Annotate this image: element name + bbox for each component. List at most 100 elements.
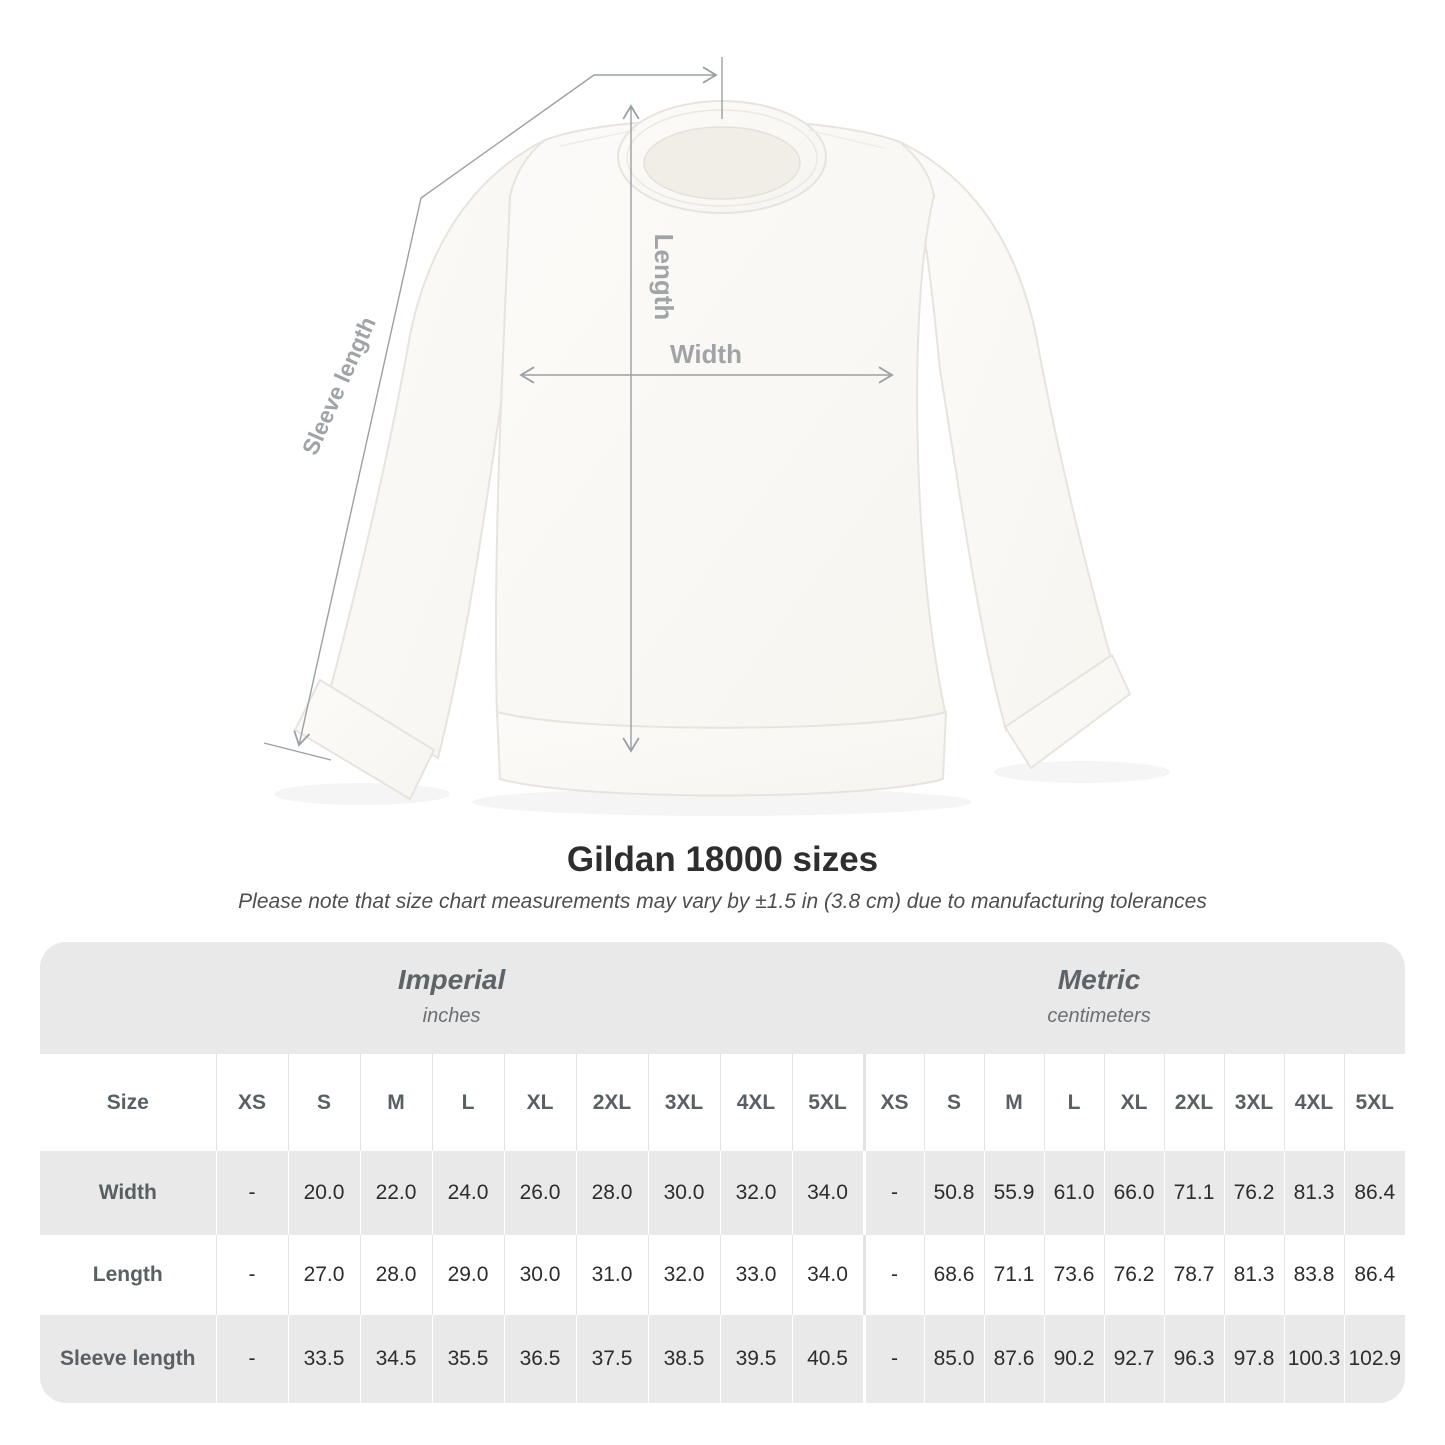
size-value-cell: 30.0 [647,1151,720,1235]
size-value-cell: - [215,1315,288,1403]
size-value-cell: 85.0 [923,1315,984,1403]
size-col-header: XS [862,1054,924,1151]
size-chart-page: Length Width Sleeve length Gildan 18000 … [40,57,1405,1403]
metric-subtitle: centimeters [1047,1005,1151,1027]
row-label: Width [98,1181,157,1204]
size-value-cell: 20.0 [287,1151,360,1235]
size-value-cell: 38.5 [647,1315,720,1403]
table-row: Width - 20.0 22.0 24.0 26.0 28.0 30.0 32… [40,1151,1405,1235]
imperial-section-header: Imperial inches [40,942,863,1054]
length-measure-label: Length [649,234,679,321]
imperial-subtitle: inches [422,1005,481,1027]
size-col-header: S [287,1054,360,1151]
size-value-cell: 87.6 [983,1315,1044,1403]
size-value-cell: 61.0 [1043,1151,1104,1235]
size-value-cell: 71.1 [983,1235,1044,1315]
size-value-cell: 39.5 [719,1315,792,1403]
size-value-cell: 81.3 [1223,1235,1284,1315]
size-value-cell: 102.9 [1343,1315,1405,1403]
size-value-cell: 34.0 [791,1235,864,1315]
size-value-cell: 97.8 [1223,1315,1284,1403]
size-value-cell: 90.2 [1043,1315,1104,1403]
metric-section-header: Metric centimeters [863,942,1405,1054]
size-value-cell: 27.0 [287,1235,360,1315]
size-row-header: Size [106,1090,149,1114]
sweatshirt-illustration [294,100,1131,800]
row-label: Length [92,1263,163,1286]
right-cuff [1004,654,1131,769]
size-table: Imperial inches Metric centimeters Size … [40,942,1405,1403]
size-col-header: XL [1103,1054,1164,1151]
size-value-cell: 26.0 [503,1151,576,1235]
size-value-cell: 37.5 [575,1315,648,1403]
table-row: Sleeve length - 33.5 34.5 35.5 36.5 37.5… [40,1315,1405,1403]
size-value-cell: 29.0 [431,1235,504,1315]
size-col-header: 3XL [647,1054,720,1151]
row-label: Sleeve length [60,1347,196,1370]
size-value-cell: 33.5 [287,1315,360,1403]
size-value-cell: 86.4 [1343,1235,1405,1315]
size-col-header: 2XL [1163,1054,1224,1151]
sweatshirt-diagram-svg: Length Width Sleeve length [263,57,1131,800]
size-value-cell: 28.0 [359,1235,432,1315]
size-col-header: L [431,1054,504,1151]
size-value-cell: 28.0 [575,1151,648,1235]
size-col-header: 4XL [719,1054,792,1151]
size-value-cell: 73.6 [1043,1235,1104,1315]
size-col-header: XS [215,1054,288,1151]
size-col-header: 3XL [1223,1054,1284,1151]
size-value-cell: 34.5 [359,1315,432,1403]
size-value-cell: 24.0 [431,1151,504,1235]
size-value-cell: 81.3 [1283,1151,1344,1235]
width-measure-label: Width [670,339,742,369]
cuff-baseline-tick [263,742,332,761]
table-row: Length - 27.0 28.0 29.0 30.0 31.0 32.0 3… [40,1235,1405,1315]
size-value-cell: 68.6 [923,1235,984,1315]
size-col-header: S [923,1054,984,1151]
size-value-cell: 36.5 [503,1315,576,1403]
size-value-cell: 22.0 [359,1151,432,1235]
size-col-header: M [359,1054,432,1151]
size-col-header: 5XL [791,1054,864,1151]
size-value-cell: 50.8 [923,1151,984,1235]
size-value-cell: 55.9 [983,1151,1044,1235]
size-value-cell: 31.0 [575,1235,648,1315]
size-measurements-table: Size XS S M L XL 2XL 3XL 4XL 5XL XS S M … [40,1054,1405,1403]
size-value-cell: 86.4 [1343,1151,1405,1235]
size-value-cell: 83.8 [1283,1235,1344,1315]
size-col-header: 5XL [1343,1054,1405,1151]
shoulder-seam-right [807,129,885,149]
size-value-cell: 34.0 [791,1151,864,1235]
size-value-cell: 100.3 [1283,1315,1344,1403]
measurement-lines [263,57,894,761]
size-col-header: XL [503,1054,576,1151]
size-value-cell: 33.0 [719,1235,792,1315]
size-value-cell: 71.1 [1163,1151,1224,1235]
size-col-header: 4XL [1283,1054,1344,1151]
size-value-cell: 92.7 [1103,1315,1164,1403]
product-measurement-diagram: Length Width Sleeve length [263,57,1131,800]
size-col-header: 2XL [575,1054,648,1151]
size-value-cell: - [862,1235,924,1315]
collar-opening [643,126,801,200]
size-value-cell: 66.0 [1103,1151,1164,1235]
table-row: Size XS S M L XL 2XL 3XL 4XL 5XL XS S M … [40,1054,1405,1151]
size-value-cell: 76.2 [1223,1151,1284,1235]
size-value-cell: 40.5 [791,1315,864,1403]
size-value-cell: - [215,1151,288,1235]
size-value-cell: - [215,1235,288,1315]
size-value-cell: 35.5 [431,1315,504,1403]
size-value-cell: 96.3 [1163,1315,1224,1403]
page-title: Gildan 18000 sizes [566,840,879,879]
sleeve-measure-line [293,66,718,747]
size-value-cell: - [862,1315,924,1403]
tolerance-note: Please note that size chart measurements… [238,890,1207,913]
size-value-cell: 76.2 [1103,1235,1164,1315]
metric-title: Metric [1057,964,1141,995]
size-value-cell: 30.0 [503,1235,576,1315]
unit-system-header-band: Imperial inches Metric centimeters [40,942,1405,1054]
size-col-header: M [983,1054,1044,1151]
size-value-cell: 78.7 [1163,1235,1224,1315]
size-value-cell: 32.0 [647,1235,720,1315]
size-col-header: L [1043,1054,1104,1151]
